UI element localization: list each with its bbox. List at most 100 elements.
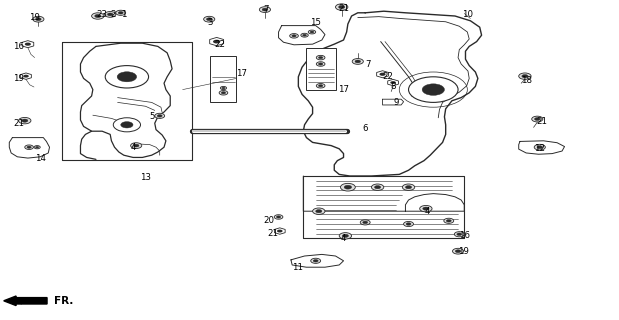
Text: 7: 7: [366, 60, 371, 68]
Text: 11: 11: [292, 263, 303, 272]
Circle shape: [318, 56, 323, 59]
Text: 18: 18: [521, 76, 532, 84]
Text: 22: 22: [383, 72, 394, 81]
Text: 19: 19: [457, 247, 469, 256]
Circle shape: [339, 233, 352, 239]
Text: 13: 13: [140, 173, 151, 182]
Circle shape: [452, 248, 464, 254]
Circle shape: [534, 144, 545, 150]
Text: 21: 21: [13, 119, 24, 128]
Circle shape: [339, 5, 345, 9]
Text: 21: 21: [536, 117, 547, 126]
Circle shape: [276, 216, 280, 218]
Circle shape: [292, 35, 296, 37]
Text: 17: 17: [338, 85, 349, 94]
Circle shape: [19, 117, 31, 124]
Circle shape: [157, 115, 162, 117]
Circle shape: [342, 234, 348, 237]
Circle shape: [303, 34, 306, 36]
Circle shape: [457, 233, 462, 236]
Circle shape: [423, 207, 429, 210]
Circle shape: [25, 43, 31, 46]
Circle shape: [204, 16, 215, 22]
Circle shape: [274, 215, 283, 219]
Circle shape: [220, 86, 227, 90]
Circle shape: [95, 14, 101, 18]
Circle shape: [277, 230, 282, 232]
Circle shape: [409, 77, 458, 102]
Circle shape: [344, 185, 352, 189]
Polygon shape: [387, 79, 399, 86]
Circle shape: [352, 59, 363, 64]
Text: 4: 4: [425, 207, 430, 216]
Text: 5: 5: [149, 112, 154, 121]
Circle shape: [537, 146, 542, 148]
Circle shape: [34, 146, 40, 149]
Polygon shape: [20, 73, 32, 79]
Text: 6: 6: [363, 124, 368, 132]
Circle shape: [422, 84, 444, 95]
Circle shape: [24, 75, 28, 78]
Circle shape: [522, 75, 528, 78]
Circle shape: [35, 146, 38, 148]
Text: 3: 3: [208, 18, 213, 27]
Circle shape: [311, 258, 321, 263]
Text: 10: 10: [462, 10, 473, 19]
Circle shape: [532, 116, 543, 122]
Text: 16: 16: [459, 231, 470, 240]
Circle shape: [371, 184, 384, 190]
Text: 8: 8: [391, 82, 396, 91]
Text: 4: 4: [341, 234, 346, 243]
Circle shape: [155, 113, 165, 118]
Text: 15: 15: [310, 18, 321, 27]
Circle shape: [420, 205, 432, 212]
Circle shape: [27, 146, 31, 148]
Text: 19: 19: [28, 13, 40, 22]
Text: 4: 4: [131, 143, 136, 152]
Bar: [210, 56, 236, 102]
Text: 9: 9: [394, 98, 399, 107]
Circle shape: [133, 144, 139, 147]
Circle shape: [131, 143, 142, 148]
Circle shape: [405, 186, 412, 189]
Circle shape: [116, 10, 126, 15]
Circle shape: [404, 221, 413, 227]
Circle shape: [363, 221, 368, 224]
Circle shape: [313, 208, 325, 214]
Circle shape: [316, 210, 322, 213]
Circle shape: [105, 66, 149, 88]
Circle shape: [22, 119, 28, 122]
Circle shape: [316, 62, 325, 66]
Circle shape: [308, 30, 316, 34]
Text: 16: 16: [13, 42, 24, 51]
Circle shape: [219, 91, 228, 95]
Circle shape: [390, 81, 396, 84]
Circle shape: [92, 13, 104, 19]
Circle shape: [340, 183, 355, 191]
Polygon shape: [22, 41, 34, 48]
Circle shape: [446, 220, 451, 222]
Circle shape: [206, 18, 212, 21]
Circle shape: [310, 31, 314, 33]
Circle shape: [213, 40, 220, 44]
Polygon shape: [274, 228, 285, 234]
Text: 1: 1: [121, 10, 126, 19]
Circle shape: [355, 60, 360, 63]
Circle shape: [259, 7, 271, 12]
Circle shape: [105, 12, 116, 17]
Circle shape: [374, 186, 381, 189]
Text: FR.: FR.: [54, 296, 74, 306]
Circle shape: [318, 85, 323, 87]
Circle shape: [316, 55, 325, 60]
Circle shape: [313, 260, 318, 262]
Text: 2: 2: [111, 10, 116, 19]
Circle shape: [35, 18, 41, 21]
Circle shape: [33, 16, 44, 22]
Circle shape: [444, 218, 454, 223]
Circle shape: [316, 84, 325, 88]
Text: 12: 12: [534, 144, 545, 153]
Text: 17: 17: [236, 69, 247, 78]
Circle shape: [406, 223, 411, 225]
Text: 19: 19: [13, 74, 24, 83]
Circle shape: [402, 184, 415, 190]
